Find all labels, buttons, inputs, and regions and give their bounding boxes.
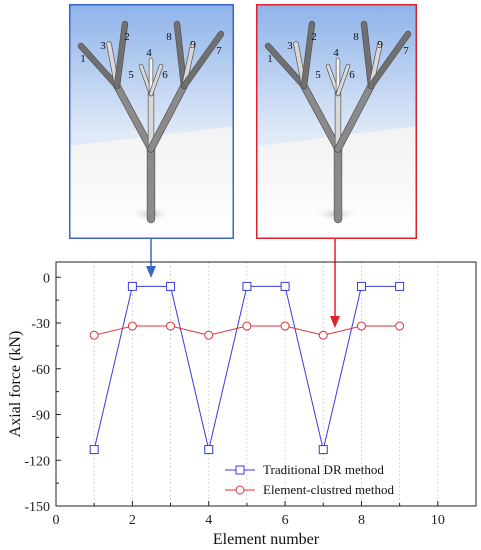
plot-frame — [55, 261, 477, 507]
data-point-circle — [280, 321, 290, 331]
axis-ticks: 0 2 4 6 8 10 0 -30 -60 -90 -120 -150 — [24, 271, 444, 528]
tree-branch — [336, 64, 350, 96]
tree-branch — [78, 43, 120, 89]
data-point-circle — [127, 321, 137, 331]
element-label: 4 — [333, 47, 339, 59]
arrow-blue — [146, 239, 156, 278]
element-label: 5 — [128, 69, 134, 81]
legend-entry-clustered: Element-clustred method — [225, 482, 395, 497]
x-tick-label: 0 — [53, 513, 60, 528]
element-label: 1 — [80, 53, 86, 65]
tree-branch — [335, 83, 374, 152]
element-label: 3 — [287, 40, 293, 52]
element-label: 7 — [403, 45, 409, 57]
x-tick-label: 6 — [282, 513, 289, 528]
legend-label-clustered: Element-clustred method — [263, 482, 395, 497]
axial-force-chart: 0 2 4 6 8 10 0 -30 -60 -90 -120 -150 Axial force (k… — [7, 261, 477, 548]
data-point-square — [395, 281, 405, 291]
element-label: 8 — [353, 31, 359, 43]
x-tick-label: 4 — [205, 513, 212, 528]
data-point-circle — [395, 321, 405, 331]
tree-branch — [181, 31, 224, 89]
data-point-square — [242, 281, 252, 291]
tree-branch — [174, 21, 187, 89]
tree-model-right: 1 3 2 45 6 8 9 7 — [264, 20, 412, 224]
element-label: 5 — [315, 69, 321, 81]
element-label: 1 — [267, 53, 273, 65]
legend-marker-circle — [235, 485, 245, 495]
tree-branch — [368, 31, 411, 89]
data-point-circle — [318, 330, 328, 340]
legend-label-traditional: Traditional DR method — [263, 462, 384, 477]
arrow-red — [330, 239, 340, 328]
grid-lines — [93, 262, 439, 506]
legend: Traditional DR method Element-clustred m… — [225, 462, 395, 497]
tree-branch — [361, 21, 374, 89]
element-label: 7 — [216, 45, 222, 57]
panel-frame-left — [69, 4, 234, 239]
legend-marker-square — [235, 465, 245, 475]
data-point-circle — [356, 321, 366, 331]
x-tick-label: 10 — [431, 513, 445, 528]
legend-entry-traditional: Traditional DR method — [225, 462, 384, 477]
y-tick-label: -120 — [24, 454, 50, 469]
x-axis-title: Element number — [213, 531, 320, 548]
data-point-square — [89, 445, 99, 455]
y-tick-label: 0 — [43, 271, 50, 286]
element-label: 9 — [190, 39, 196, 51]
tree-branch — [148, 83, 187, 152]
series-layer — [89, 281, 405, 455]
series-1 — [89, 281, 405, 455]
element-label: 2 — [124, 31, 130, 43]
tree-panel-left: 1 3 2 45 6 8 9 7 — [69, 4, 234, 239]
element-label: 3 — [100, 40, 106, 52]
tree-branch — [265, 43, 307, 89]
x-tick-label: 8 — [358, 513, 365, 528]
data-point-circle — [242, 321, 252, 331]
data-point-square — [127, 281, 137, 291]
data-point-circle — [89, 330, 99, 340]
tree-branch — [149, 64, 163, 96]
data-point-square — [356, 281, 366, 291]
data-point-circle — [204, 330, 214, 340]
series-2 — [89, 321, 405, 340]
data-point-square — [318, 445, 328, 455]
x-tick-label: 2 — [129, 513, 136, 528]
y-tick-label: -60 — [31, 363, 50, 378]
tree-branch — [114, 21, 128, 89]
tree-model-left: 1 3 2 45 6 8 9 7 — [77, 20, 225, 224]
y-tick-label: -30 — [31, 317, 50, 332]
y-axis-title: Axial force (kN) — [7, 331, 24, 438]
element-label: 4 — [146, 47, 152, 59]
tree-panel-right: 1 3 2 45 6 8 9 7 — [256, 4, 417, 239]
element-label: 2 — [311, 31, 317, 43]
data-point-square — [204, 445, 214, 455]
panel-frame-right — [256, 4, 417, 239]
tree-branch — [301, 21, 315, 89]
element-label: 9 — [377, 39, 383, 51]
y-tick-label: -90 — [31, 409, 50, 424]
tree-branch — [114, 83, 154, 152]
data-point-circle — [166, 321, 176, 331]
element-label: 8 — [166, 31, 172, 43]
element-label: 6 — [162, 69, 168, 81]
data-point-square — [280, 281, 290, 291]
data-point-square — [166, 281, 176, 291]
element-label: 6 — [349, 69, 355, 81]
tree-branch — [301, 83, 341, 152]
y-tick-label: -150 — [24, 500, 50, 515]
